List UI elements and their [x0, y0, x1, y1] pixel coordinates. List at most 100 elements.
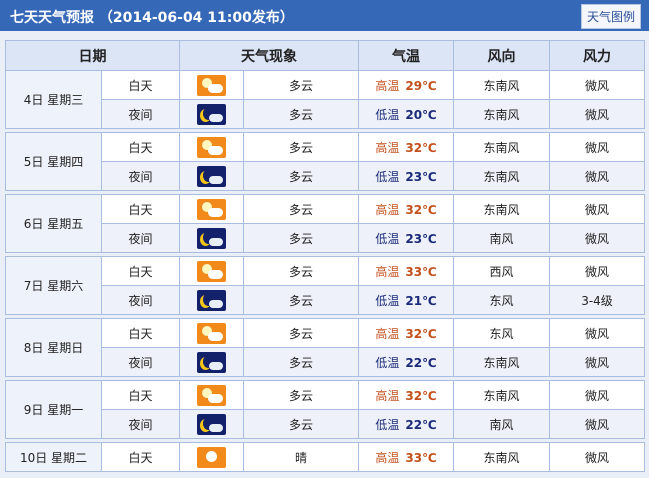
partly-cloudy-night-icon	[197, 165, 226, 187]
wind-force: 微风	[549, 223, 645, 253]
weather: 多云	[243, 318, 359, 348]
wind-force: 微风	[549, 442, 645, 472]
icon-cell	[179, 347, 244, 377]
date-cell: 9日 星期一	[5, 380, 102, 439]
wind-direction: 东南风	[453, 380, 550, 410]
weather: 多云	[243, 132, 359, 162]
icon-cell	[179, 132, 244, 162]
col-weather: 天气现象	[179, 40, 359, 71]
weather: 多云	[243, 99, 359, 129]
wind-force: 3-4级	[549, 285, 645, 315]
partly-cloudy-day-icon	[197, 198, 226, 220]
partly-cloudy-day-icon	[197, 260, 226, 282]
temp-label: 低温	[375, 107, 400, 122]
table-row: 8日 星期日 白天 多云 高温 32℃ 东风 微风	[5, 318, 645, 377]
temperature: 低温 22℃	[358, 409, 454, 439]
period: 夜间	[101, 347, 180, 377]
partly-cloudy-night-icon	[197, 227, 226, 249]
temp-value: 23℃	[405, 231, 437, 246]
temp-label: 低温	[375, 293, 400, 308]
temp-label: 高温	[375, 140, 400, 155]
weather: 多云	[243, 161, 359, 191]
wind-direction: 东南风	[453, 347, 550, 377]
wind-force: 微风	[549, 194, 645, 224]
temp-value: 22℃	[405, 417, 437, 432]
period: 白天	[101, 194, 180, 224]
wind-force: 微风	[549, 99, 645, 129]
temp-value: 22℃	[405, 355, 437, 370]
temp-label: 低温	[375, 417, 400, 432]
date-cell: 6日 星期五	[5, 194, 102, 253]
temp-value: 23℃	[405, 169, 437, 184]
weather-legend-button[interactable]: 天气图例	[580, 4, 641, 29]
temp-value: 21℃	[405, 293, 437, 308]
temp-value: 33℃	[405, 450, 437, 465]
wind-force: 微风	[549, 132, 645, 162]
table-row: 5日 星期四 白天 多云 高温 32℃ 东南风 微风	[5, 132, 645, 191]
sunny-icon	[197, 446, 226, 468]
temperature: 低温 20℃	[358, 99, 454, 129]
weather: 多云	[243, 256, 359, 286]
icon-cell	[179, 318, 244, 348]
temperature: 高温 32℃	[358, 380, 454, 410]
date-cell: 4日 星期三	[5, 70, 102, 129]
col-wind-dir: 风向	[453, 40, 550, 71]
title-bar: 七天天气预报 （2014-06-04 11:00发布） 天气图例	[0, 0, 649, 31]
temperature: 高温 29℃	[358, 70, 454, 100]
table-row: 夜间 多云 低温 20℃ 东南风 微风	[6, 99, 645, 129]
period: 白天	[101, 256, 180, 286]
temp-value: 32℃	[405, 326, 437, 341]
temp-label: 高温	[375, 326, 400, 341]
period: 夜间	[101, 161, 180, 191]
table-header: 日期 天气现象 气温 风向 风力	[5, 40, 645, 71]
wind-direction: 东风	[453, 318, 550, 348]
table-row: 9日 星期一 白天 多云 高温 32℃ 东南风 微风	[5, 380, 645, 439]
temp-value: 20℃	[405, 107, 437, 122]
table-row: 10日 星期二 白天 晴 高温 33℃ 东南风 微风	[5, 442, 645, 472]
partly-cloudy-night-icon	[197, 351, 226, 373]
wind-direction: 东风	[453, 285, 550, 315]
temp-value: 32℃	[405, 202, 437, 217]
temperature: 低温 22℃	[358, 347, 454, 377]
partly-cloudy-day-icon	[197, 384, 226, 406]
temp-label: 低温	[375, 169, 400, 184]
temp-label: 低温	[375, 231, 400, 246]
temperature: 高温 32℃	[358, 132, 454, 162]
icon-cell	[179, 161, 244, 191]
day-group: 9日 星期一 白天 多云 高温 32℃ 东南风 微风 夜间 多云 低温 22℃ 南风 微…	[5, 380, 645, 439]
wind-force: 微风	[549, 347, 645, 377]
temp-value: 29℃	[405, 78, 437, 93]
period: 夜间	[101, 409, 180, 439]
temp-value: 32℃	[405, 140, 437, 155]
temperature: 低温 23℃	[358, 161, 454, 191]
icon-cell	[179, 223, 244, 253]
day-group: 8日 星期日 白天 多云 高温 32℃ 东风 微风 夜间 多云 低温 22℃ 东南风 微…	[5, 318, 645, 377]
wind-force: 微风	[549, 409, 645, 439]
day-group: 5日 星期四 白天 多云 高温 32℃ 东南风 微风 夜间 多云 低温 23℃ 东南风 …	[5, 132, 645, 191]
weather: 晴	[243, 442, 359, 472]
table-row: 夜间 多云 低温 22℃ 南风 微风	[6, 409, 645, 439]
weather: 多云	[243, 285, 359, 315]
period: 白天	[101, 442, 180, 472]
period: 白天	[101, 318, 180, 348]
weather: 多云	[243, 223, 359, 253]
wind-direction: 东南风	[453, 70, 550, 100]
temperature: 高温 32℃	[358, 318, 454, 348]
icon-cell	[179, 285, 244, 315]
date-cell: 5日 星期四	[5, 132, 102, 191]
date-cell: 7日 星期六	[5, 256, 102, 315]
icon-cell	[179, 70, 244, 100]
partly-cloudy-day-icon	[197, 74, 226, 96]
partly-cloudy-day-icon	[197, 322, 226, 344]
col-temp: 气温	[358, 40, 454, 71]
weather: 多云	[243, 409, 359, 439]
wind-direction: 南风	[453, 223, 550, 253]
date-cell: 10日 星期二	[5, 442, 102, 472]
partly-cloudy-night-icon	[197, 103, 226, 125]
temp-value: 33℃	[405, 264, 437, 279]
weather: 多云	[243, 347, 359, 377]
table-row: 夜间 多云 低温 22℃ 东南风 微风	[6, 347, 645, 377]
wind-force: 微风	[549, 256, 645, 286]
wind-direction: 东南风	[453, 99, 550, 129]
temperature: 高温 32℃	[358, 194, 454, 224]
